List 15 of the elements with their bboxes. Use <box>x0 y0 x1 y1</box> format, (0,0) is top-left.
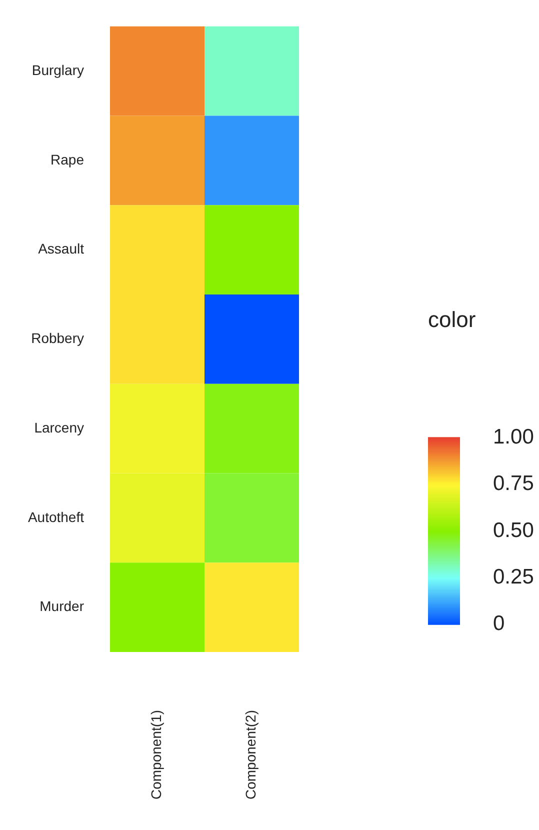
x-tick-label: Component(2) <box>242 710 259 800</box>
color-bar-label: 0 <box>493 612 505 636</box>
y-tick-label: Robbery <box>31 330 84 346</box>
y-tick-label: Murder <box>40 598 84 614</box>
y-tick-label: Autotheft <box>28 508 84 525</box>
color-bar-label: 1.00 <box>493 425 534 448</box>
y-tick-label: Larceny <box>34 419 84 436</box>
y-tick-label: Rape <box>50 151 84 168</box>
y-tick-label: Assault <box>38 240 84 257</box>
y-tick-label: Burglary <box>32 62 84 78</box>
color-bar-title: color <box>428 306 476 334</box>
color-bar-label: 0.25 <box>493 565 534 588</box>
color-bar-label: 0.50 <box>493 518 534 542</box>
color-bar-label: 0.75 <box>493 472 534 496</box>
x-tick-label: Component(1) <box>148 710 164 800</box>
